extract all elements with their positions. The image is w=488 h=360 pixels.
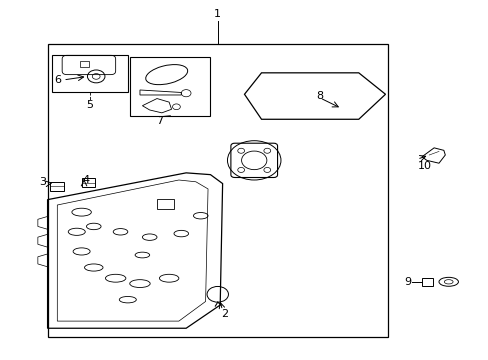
Bar [421,278,432,286]
Text: 9: 9 [403,277,410,287]
Bar [130,57,210,116]
Text: 8: 8 [316,91,323,101]
Text: 3: 3 [39,177,46,187]
Bar [47,44,387,337]
Text: 2: 2 [221,309,228,319]
Text: 10: 10 [417,161,430,171]
Text: 7: 7 [156,116,163,126]
Text: 1: 1 [214,9,221,19]
Bar [80,61,89,67]
Bar [81,178,95,187]
Bar [50,182,63,191]
Text: 5: 5 [86,100,93,110]
Bar [52,55,127,93]
Bar [157,199,174,208]
Text: 4: 4 [83,175,90,185]
Text: 6: 6 [54,75,61,85]
